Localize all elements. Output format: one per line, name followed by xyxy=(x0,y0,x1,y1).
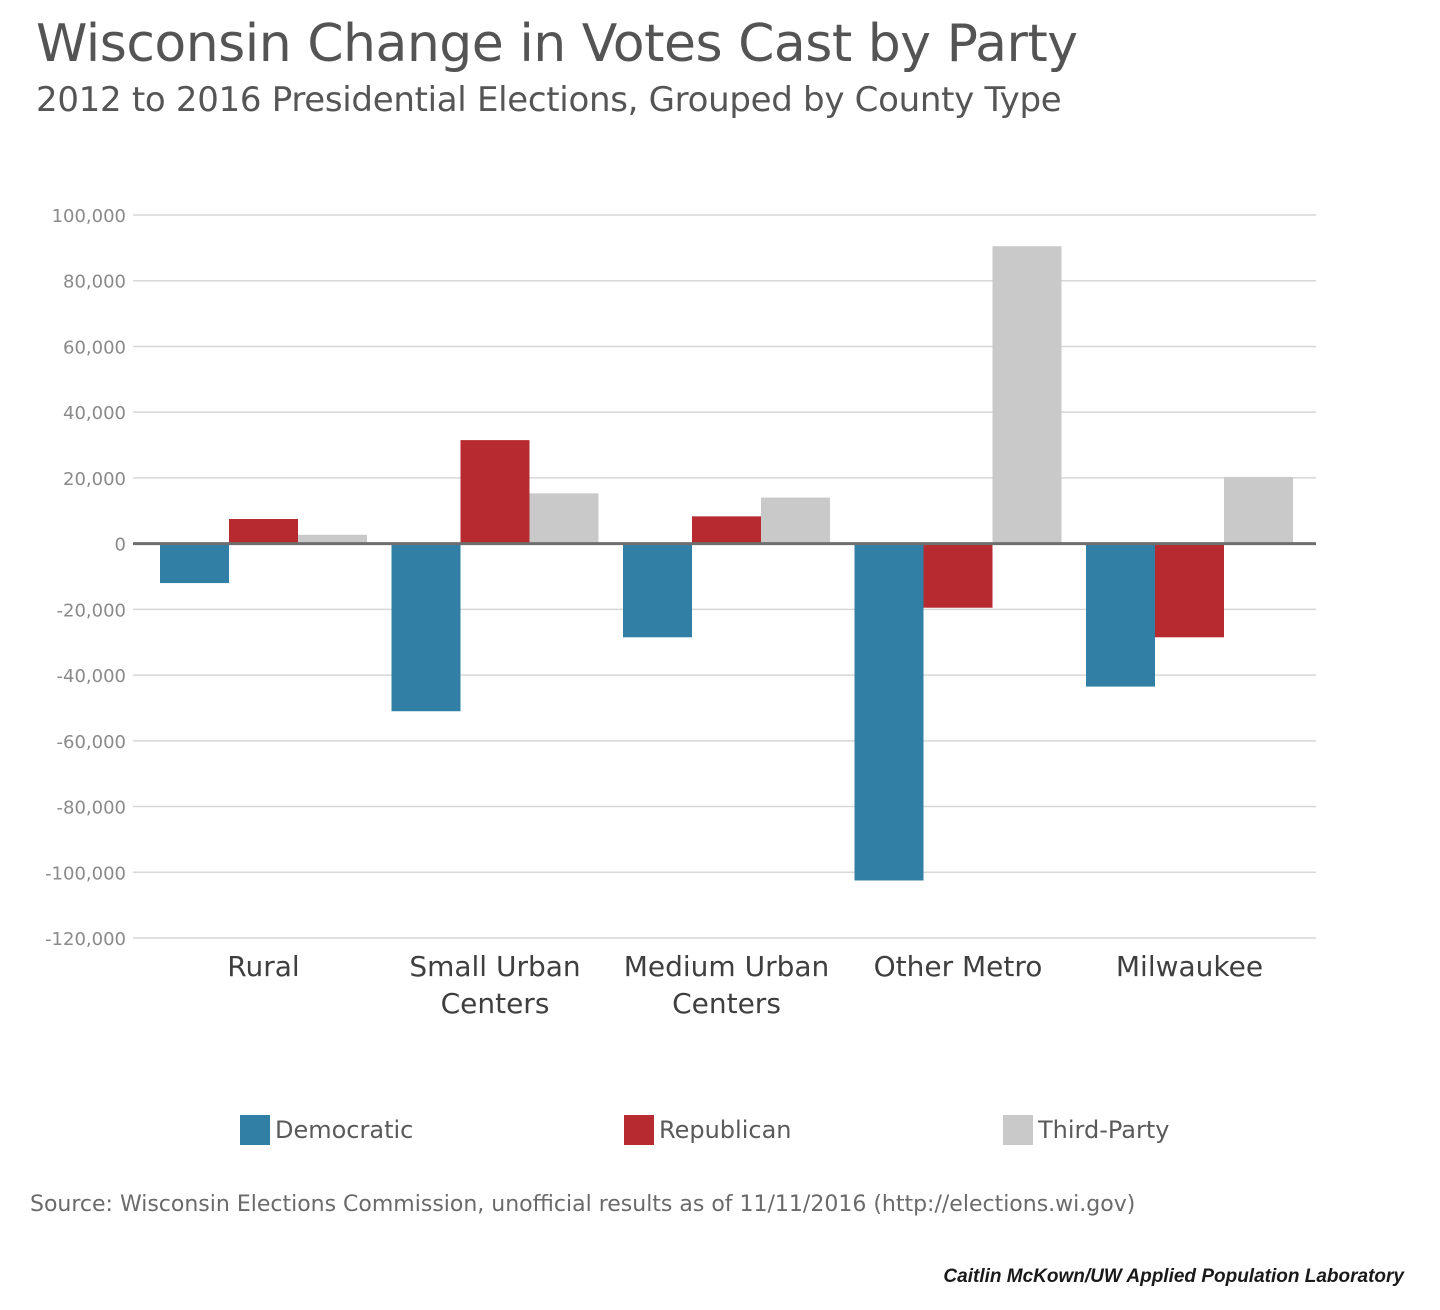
bar-chart: 100,000 80,000 60,000 40,000 20,000 0 -20,000 -… xyxy=(45,206,1316,1020)
y-tick-label: 60,000 xyxy=(63,337,126,358)
bar-democratic xyxy=(854,543,924,881)
x-category-label: Milwaukee xyxy=(1116,950,1263,983)
legend-swatch-third-party xyxy=(1003,1115,1033,1145)
legend-item-third-party: Third-Party xyxy=(1003,1114,1169,1146)
x-category-label: Small Urban Centers xyxy=(409,950,580,1020)
bar-republican xyxy=(1155,543,1224,638)
legend-item-republican: Republican xyxy=(624,1114,792,1146)
bar-democratic xyxy=(1086,543,1155,687)
chart-title: Wisconsin Change in Votes Cast by Party xyxy=(36,14,1078,74)
y-tick-label: -20,000 xyxy=(57,600,126,621)
legend-label-republican: Republican xyxy=(659,1116,792,1144)
bar-democratic xyxy=(160,543,229,584)
bar-republican xyxy=(460,440,530,544)
bar-democratic xyxy=(391,543,461,712)
y-tick-label: 0 xyxy=(115,535,126,556)
legend-swatch-democratic xyxy=(240,1115,270,1145)
legend-label-third-party: Third-Party xyxy=(1038,1116,1170,1144)
legend-item-democratic: Democratic xyxy=(240,1114,413,1146)
bar-republican xyxy=(229,518,298,544)
x-category-label: Medium Urban Centers xyxy=(624,950,830,1020)
y-tick-label: 40,000 xyxy=(63,403,126,424)
chart-subtitle: 2012 to 2016 Presidential Elections, Gro… xyxy=(36,80,1062,120)
bar-republican xyxy=(692,516,761,544)
credit-line: Caitlin McKown/UW Applied Population Lab… xyxy=(943,1266,1404,1287)
bar-republican xyxy=(923,543,993,608)
bar-third-party xyxy=(1224,476,1293,544)
legend-label-democratic: Democratic xyxy=(275,1116,414,1144)
x-category-label: Rural xyxy=(227,950,299,983)
bar-third-party xyxy=(529,493,599,544)
bar-third-party xyxy=(298,534,367,544)
y-tick-label: 20,000 xyxy=(63,469,126,490)
x-category-label: Other Metro xyxy=(874,950,1043,983)
bar-third-party xyxy=(992,246,1062,544)
y-tick-label: 100,000 xyxy=(52,206,126,227)
y-tick-label: -120,000 xyxy=(45,929,126,950)
source-note: Source: Wisconsin Elections Commission, … xyxy=(30,1192,1136,1217)
legend-swatch-republican xyxy=(624,1115,654,1145)
bar-third-party xyxy=(761,497,830,544)
y-tick-label: 80,000 xyxy=(63,272,126,293)
y-tick-label: -60,000 xyxy=(57,732,126,753)
bar-democratic xyxy=(623,543,692,638)
y-tick-label: -100,000 xyxy=(45,863,126,884)
y-tick-label: -40,000 xyxy=(57,666,126,687)
y-tick-label: -80,000 xyxy=(57,798,126,819)
